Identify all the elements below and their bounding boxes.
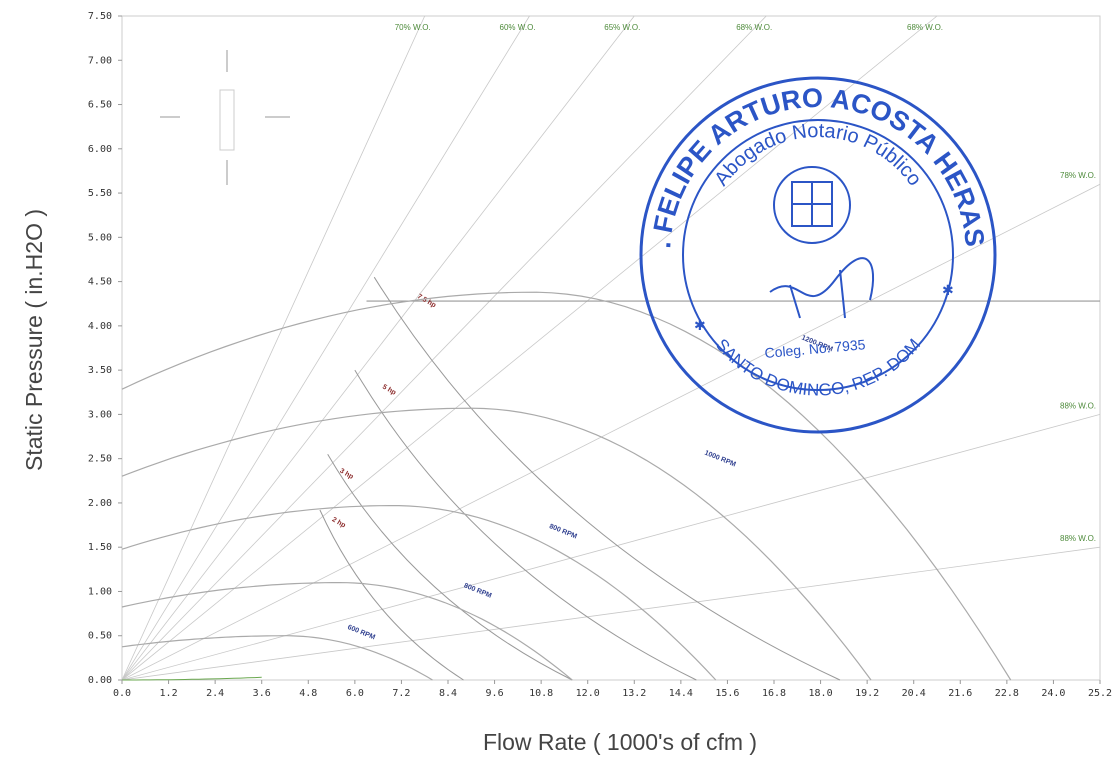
y-tick-label: 3.00 [88,409,112,420]
efficiency-label: 78% W.O. [1060,171,1096,180]
y-tick-label: 5.50 [88,188,112,199]
x-tick-label: 20.4 [902,688,926,699]
stamp-star-right-icon: ✱ [942,282,954,298]
x-tick-label: 18.0 [809,688,833,699]
x-tick-label: 3.6 [253,688,271,699]
x-tick-label: 0.0 [113,688,131,699]
efficiency-label: 65% W.O. [604,23,640,32]
x-axis-title: Flow Rate ( 1000's of cfm ) [483,729,757,755]
efficiency-label: 60% W.O. [500,23,536,32]
efficiency-line [121,15,938,681]
plot-area [121,15,1101,681]
x-tick-label: 15.6 [715,688,739,699]
signature [769,257,875,319]
hp-curve [373,276,841,681]
x-tick-label: 7.2 [392,688,410,699]
rpm-curve [121,635,433,681]
x-tick-label: 19.2 [855,688,879,699]
efficiency-label: 88% W.O. [1060,534,1096,543]
y-tick-label: 2.50 [88,454,112,465]
x-tick-label: 9.6 [486,688,504,699]
x-tick-label: 8.4 [439,688,457,699]
y-tick-label: 4.00 [88,321,112,332]
hp-curve [327,453,573,681]
x-tick-label: 12.0 [576,688,600,699]
x-tick-label: 2.4 [206,688,224,699]
x-tick-label: 10.8 [529,688,553,699]
efficiency-label: 68% W.O. [907,23,943,32]
y-tick-label: 2.00 [88,498,112,509]
stamp-inner-ring [682,119,954,391]
axis-ticks: 0.0 1.2 2.4 3.6 4.8 6.0 7.2 8.4 9.6 10.8 12.0 13.2 1… [88,11,1112,699]
x-tick-label: 22.8 [995,688,1019,699]
x-tick-label: 14.4 [669,688,693,699]
y-tick-label: 0.50 [88,631,112,642]
x-tick-label: 13.2 [622,688,646,699]
y-tick-label: 1.00 [88,586,112,597]
y-axis-title: Static Pressure ( in.H2O ) [21,209,47,471]
y-tick-label: 5.00 [88,232,112,243]
stamp-star-left-icon: ✱ [694,317,706,333]
efficiency-line [121,183,1101,681]
efficiency-line [121,15,530,681]
x-tick-label: 25.2 [1088,688,1112,699]
y-tick-label: 6.50 [88,100,112,111]
y-tick-label: 4.50 [88,277,112,288]
x-tick-label: 4.8 [299,688,317,699]
x-tick-label: 6.0 [346,688,364,699]
y-tick-label: 0.00 [88,675,112,686]
x-tick-label: 16.8 [762,688,786,699]
rpm-curve [121,505,717,681]
efficiency-line [121,15,635,681]
x-tick-label: 21.6 [948,688,972,699]
x-tick-label: 24.0 [1041,688,1065,699]
rpm-curve [121,407,872,681]
y-tick-label: 6.00 [88,144,112,155]
zoom-bar-icon[interactable] [219,89,235,151]
y-tick-label: 7.50 [88,11,112,22]
hp-curve [354,369,697,681]
efficiency-label: 68% W.O. [736,23,772,32]
hp-curve [319,509,464,681]
rpm-curve [121,291,1012,681]
stamp-outer-ring [639,76,997,434]
efficiency-label: 88% W.O. [1060,401,1096,410]
efficiency-line [121,15,767,681]
pan-control[interactable] [160,50,290,185]
y-tick-label: 1.50 [88,542,112,553]
x-tick-label: 1.2 [160,688,178,699]
y-tick-label: 7.00 [88,55,112,66]
y-tick-label: 3.50 [88,365,112,376]
coat-of-arms-icon [773,166,851,244]
system-curve [122,676,262,681]
rpm-curve [121,581,573,681]
efficiency-label: 70% W.O. [395,23,431,32]
efficiency-line [121,15,426,681]
